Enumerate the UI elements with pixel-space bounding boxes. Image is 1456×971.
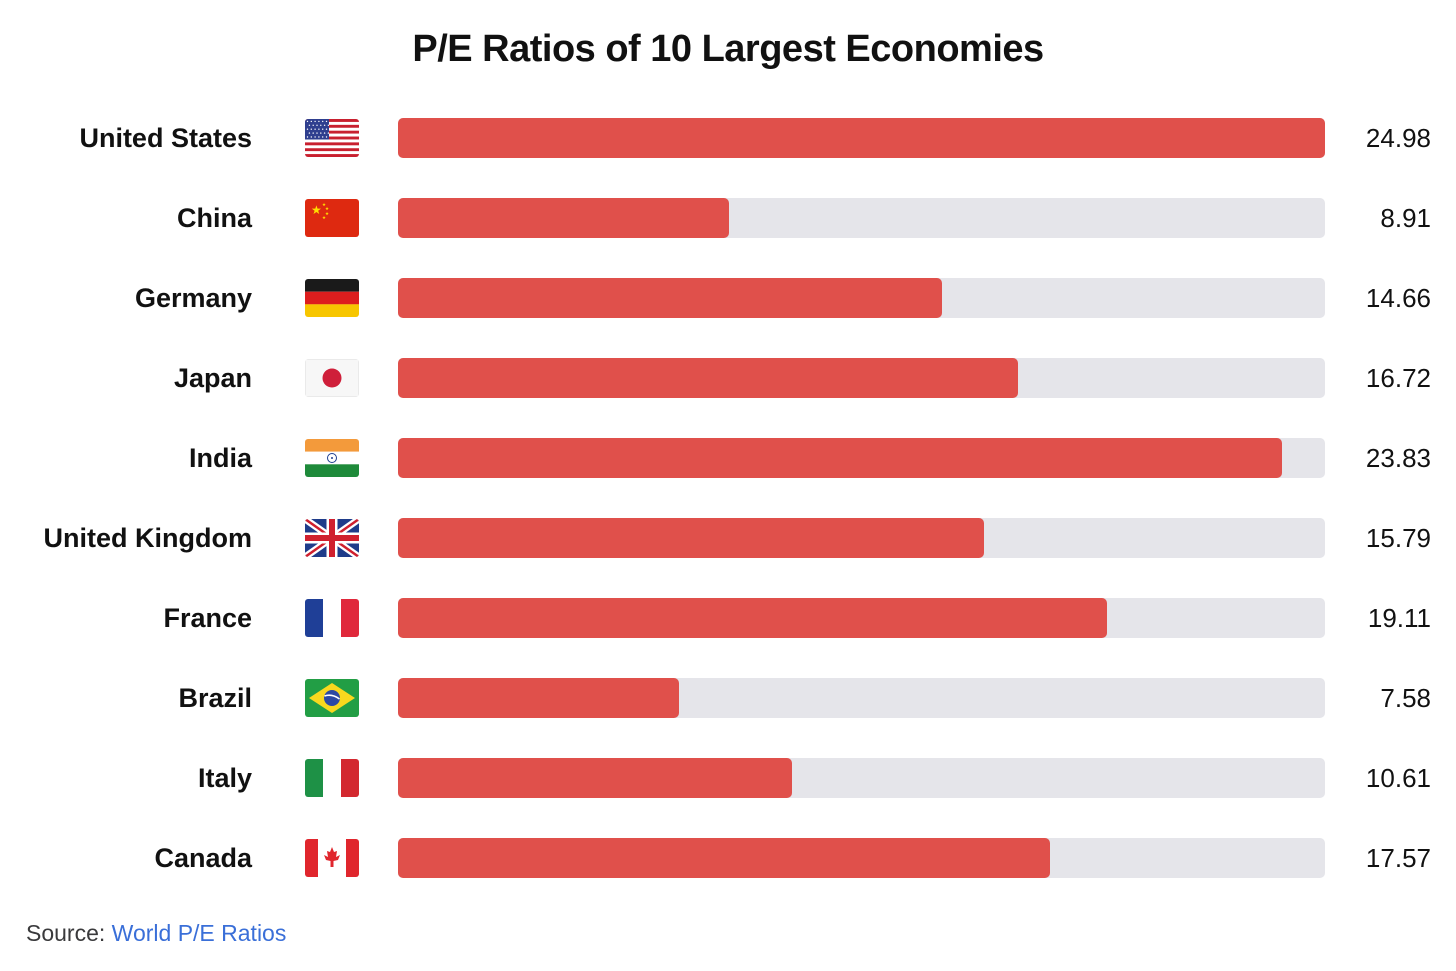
us-flag-icon — [305, 119, 359, 157]
category-label: Brazil — [178, 683, 252, 713]
bar — [398, 678, 679, 718]
svg-text:★: ★ — [325, 211, 330, 216]
bar-track — [398, 838, 1325, 878]
category-label: France — [163, 603, 252, 633]
canada-flag-icon — [305, 839, 359, 877]
svg-text:★: ★ — [322, 215, 327, 220]
data-label: 10.61 — [1365, 763, 1431, 793]
bar-track — [398, 278, 1325, 318]
france-flag-icon — [305, 599, 359, 637]
bar-track — [398, 598, 1325, 638]
bar — [398, 278, 942, 318]
category-label: Canada — [154, 843, 252, 873]
bar — [398, 598, 1107, 638]
data-label: 24.98 — [1365, 123, 1431, 153]
bar-track — [398, 758, 1325, 798]
bar — [398, 438, 1282, 478]
bar-track — [398, 358, 1325, 398]
category-label: Japan — [173, 363, 252, 393]
bar — [398, 118, 1325, 158]
data-label: 15.79 — [1365, 523, 1431, 553]
bar-row: Italy 10.61 — [0, 758, 1456, 798]
india-flag-icon — [305, 439, 359, 477]
bar-track — [398, 118, 1325, 158]
data-label: 23.83 — [1365, 443, 1431, 473]
data-label: 19.11 — [1367, 603, 1431, 633]
bar-track — [398, 518, 1325, 558]
svg-text:★: ★ — [325, 206, 330, 211]
data-label: 7.58 — [1380, 683, 1431, 713]
bar-row: China ★ ★ ★ ★ ★ 8.91 — [0, 198, 1456, 238]
bar-row: Japan 16.72 — [0, 358, 1456, 398]
bar-row: Canada 17.57 — [0, 838, 1456, 878]
bar-row: Brazil 7.58 — [0, 678, 1456, 718]
bar — [398, 758, 792, 798]
bar — [398, 358, 1018, 398]
bar-track — [398, 678, 1325, 718]
category-label: Germany — [134, 283, 252, 313]
category-label: United States — [79, 123, 252, 153]
source-link[interactable]: World P/E Ratios — [111, 920, 287, 946]
bar-row: India 23.83 — [0, 438, 1456, 478]
bar — [398, 198, 729, 238]
category-label: Italy — [197, 763, 252, 793]
source-note: Source: World P/E Ratios — [26, 920, 286, 947]
svg-text:★: ★ — [311, 203, 322, 217]
bar — [398, 838, 1050, 878]
bar-track — [398, 198, 1325, 238]
bar-row: United Kingdom 15.79 — [0, 518, 1456, 558]
category-label: China — [176, 203, 252, 233]
bar-row: United States 24.98 — [0, 118, 1456, 158]
japan-flag-icon — [305, 359, 359, 397]
category-label: India — [188, 443, 252, 473]
bar-row: Germany 14.66 — [0, 278, 1456, 318]
bar-track — [398, 438, 1325, 478]
italy-flag-icon — [305, 759, 359, 797]
uk-flag-icon — [305, 519, 359, 557]
chart-title: P/E Ratios of 10 Largest Economies — [412, 28, 1044, 70]
bar — [398, 518, 984, 558]
svg-text:★: ★ — [322, 202, 327, 207]
data-label: 14.66 — [1365, 283, 1431, 313]
china-flag-icon: ★ ★ ★ ★ ★ — [305, 199, 359, 237]
category-label: United Kingdom — [43, 523, 252, 553]
source-label: Source: — [26, 920, 106, 946]
data-label: 16.72 — [1365, 363, 1431, 393]
data-label: 17.57 — [1365, 843, 1431, 873]
data-label: 8.91 — [1380, 203, 1431, 233]
germany-flag-icon — [305, 279, 359, 317]
brazil-flag-icon — [305, 679, 359, 717]
bar-row: France 19.11 — [0, 598, 1456, 638]
